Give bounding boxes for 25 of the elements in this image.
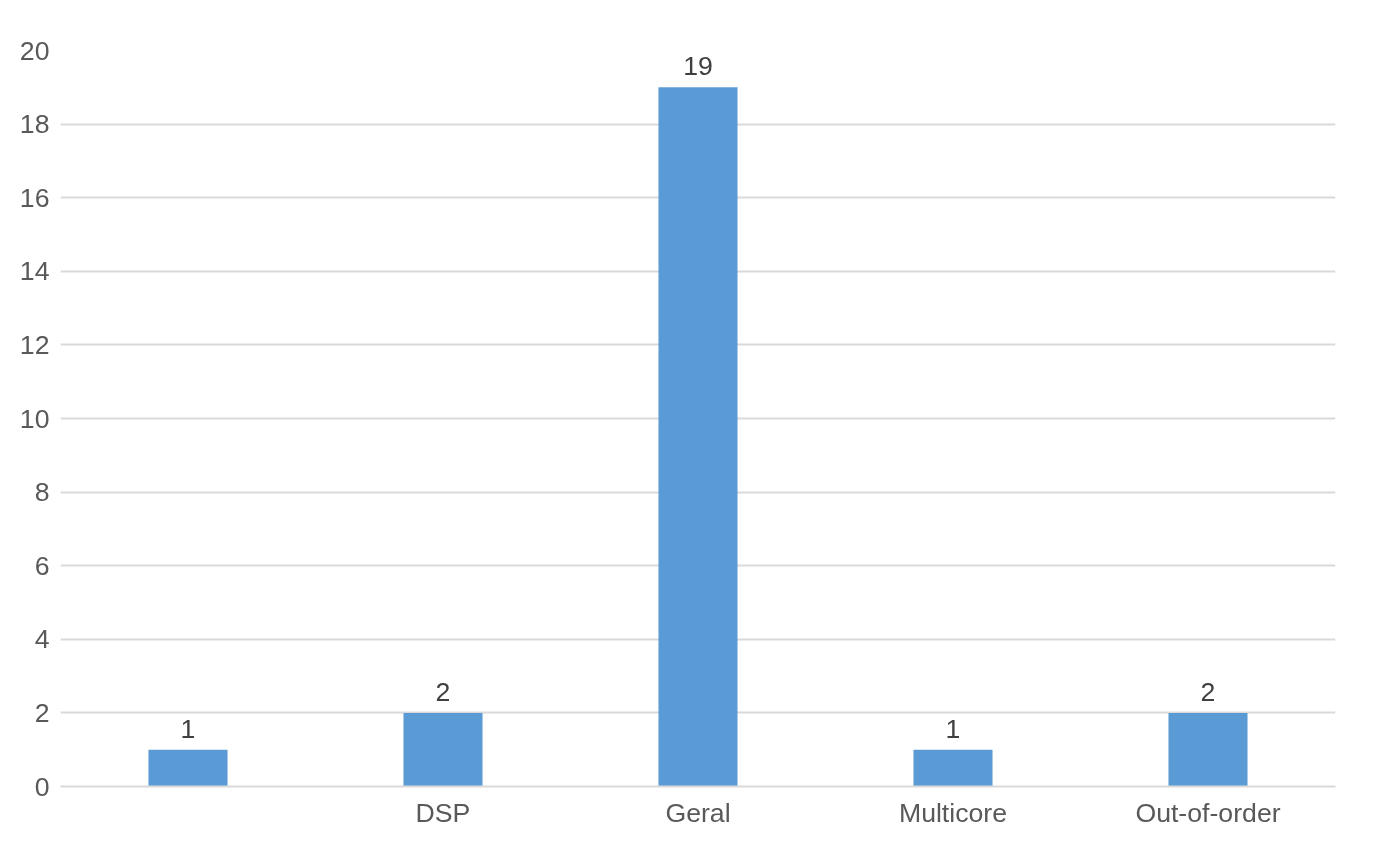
x-tick-label: DSP (415, 797, 471, 828)
data-label: 1 (945, 713, 961, 744)
x-tick-label: Geral (665, 797, 731, 828)
y-tick-label: 2 (34, 697, 50, 728)
bar (658, 87, 738, 787)
y-tick-label: 12 (19, 329, 50, 360)
y-tick-label: 4 (34, 624, 50, 655)
y-tick-label: 6 (34, 550, 50, 581)
x-tick-label: Out-of-order (1135, 797, 1281, 828)
y-tick-label: 8 (34, 477, 50, 508)
data-label: 2 (435, 676, 451, 707)
y-tick-label: 10 (19, 403, 50, 434)
bar (148, 749, 228, 787)
data-label: 2 (1200, 676, 1216, 707)
data-label: 19 (683, 51, 713, 82)
y-tick-label: 14 (19, 256, 50, 287)
y-tick-label: 20 (19, 35, 50, 66)
bar (1168, 712, 1248, 787)
y-tick-label: 18 (19, 109, 50, 140)
y-tick-label: 16 (19, 182, 50, 213)
data-label: 1 (180, 713, 196, 744)
bar (913, 749, 993, 787)
x-tick-label: Multicore (898, 797, 1008, 828)
y-tick-label: 0 (34, 771, 50, 802)
bar (403, 712, 483, 787)
